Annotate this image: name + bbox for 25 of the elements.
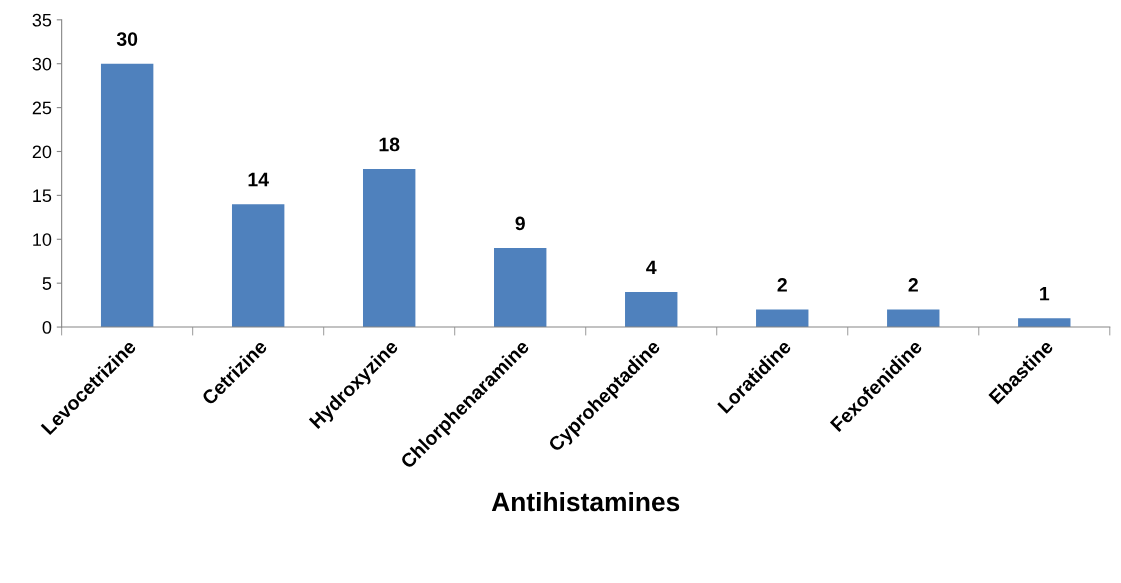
- data-label: 1: [1040, 286, 1050, 301]
- y-tick-label: 0: [42, 321, 52, 334]
- bar: [1018, 318, 1071, 328]
- data-label: 2: [777, 278, 787, 292]
- data-label: 30: [116, 32, 138, 47]
- data-label: 18: [379, 137, 400, 152]
- x-axis-title: Antihistamines: [491, 491, 680, 512]
- data-label: 2: [908, 278, 918, 292]
- y-tick-label: 5: [42, 277, 52, 290]
- bar: [494, 248, 547, 328]
- bar: [756, 309, 809, 328]
- y-tick-label: 20: [32, 145, 52, 159]
- data-label: 4: [646, 260, 657, 275]
- bar: [231, 204, 285, 328]
- bar: [887, 309, 940, 328]
- bar: [625, 291, 678, 328]
- y-tick-label: 35: [32, 13, 52, 27]
- y-tick-label: 10: [33, 233, 52, 246]
- y-tick-label: 15: [33, 189, 52, 203]
- data-label: 9: [515, 216, 525, 231]
- y-tick-label: 30: [32, 57, 52, 71]
- bar: [362, 169, 416, 328]
- y-tick-label: 25: [32, 101, 52, 115]
- bar: [100, 63, 154, 328]
- data-label: 14: [248, 172, 269, 187]
